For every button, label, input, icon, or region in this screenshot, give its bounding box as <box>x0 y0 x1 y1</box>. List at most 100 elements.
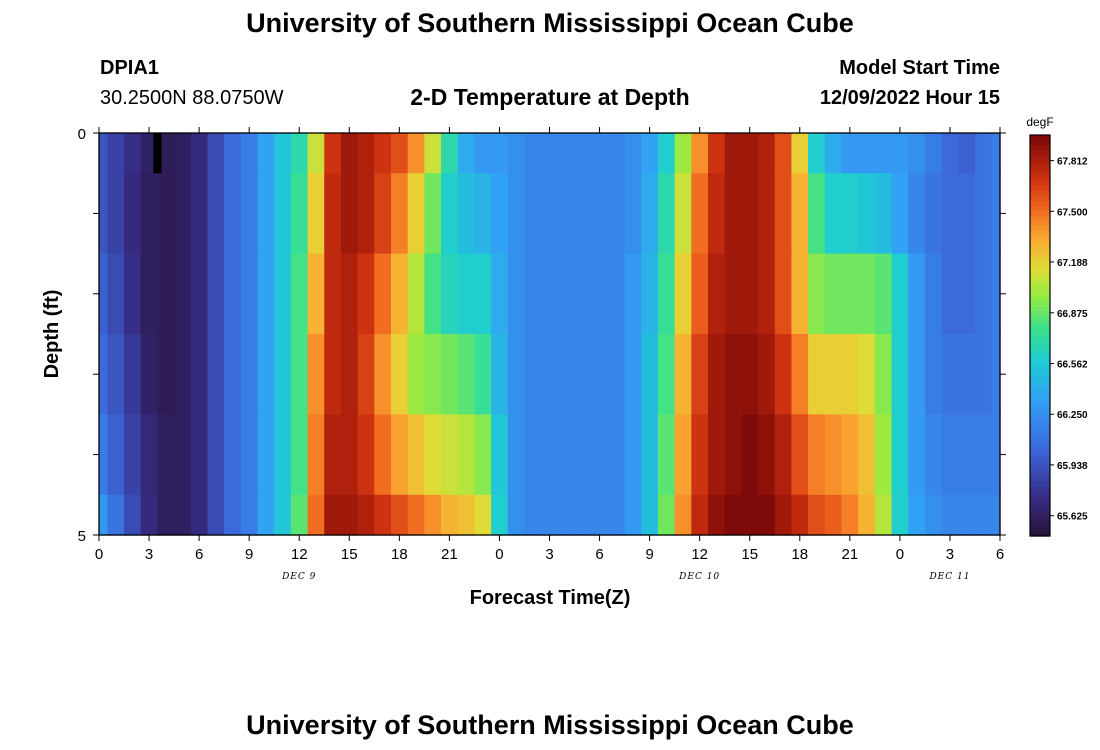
heatmap-cells <box>99 133 1001 536</box>
heatmap-cell <box>541 334 559 415</box>
colorbar-segment <box>1030 505 1050 512</box>
heatmap-cell <box>924 133 943 174</box>
heatmap-cell <box>874 173 893 255</box>
heatmap-cell <box>274 253 292 335</box>
heatmap-cell <box>991 173 1001 255</box>
colorbar-segment <box>1030 225 1050 231</box>
colorbar-segment <box>1030 265 1050 271</box>
heatmap-cell <box>507 173 526 255</box>
colorbar-segment <box>1030 155 1050 161</box>
heatmap-cell <box>724 494 742 536</box>
colorbar-segment <box>1030 170 1050 176</box>
colorbar-segment <box>1030 255 1050 261</box>
colorbar-segment <box>1030 240 1050 246</box>
heatmap-cell <box>674 414 692 496</box>
x-tick-label: 15 <box>341 546 358 563</box>
heatmap-cell <box>891 173 909 255</box>
heatmap-cell <box>841 494 859 536</box>
x-tick-label: 12 <box>691 546 708 563</box>
heatmap-cell <box>657 133 676 174</box>
heatmap-cell <box>858 414 876 496</box>
colorbar-segment <box>1030 445 1050 452</box>
heatmap-cell <box>157 334 175 415</box>
heatmap-cell <box>858 133 876 174</box>
heatmap-cell <box>974 334 993 415</box>
heatmap-cell <box>207 173 225 255</box>
colorbar-segment <box>1030 310 1050 317</box>
heatmap-cell <box>824 414 843 496</box>
heatmap-cell <box>224 133 242 174</box>
heatmap-cell <box>858 173 876 255</box>
heatmap-cell <box>841 173 859 255</box>
heatmap-cell <box>457 334 476 415</box>
colorbar-segment <box>1030 430 1050 437</box>
colorbar-segment <box>1030 355 1050 362</box>
heatmap-cell <box>541 133 559 174</box>
heatmap-cell <box>507 494 526 536</box>
colorbar-segment <box>1030 390 1050 397</box>
heatmap-cell <box>424 253 442 335</box>
station-coordinates: 30.2500N 88.0750W <box>100 87 284 109</box>
heatmap-cell <box>424 494 442 536</box>
heatmap-cell <box>591 253 609 335</box>
heatmap-cell <box>874 494 893 536</box>
heatmap-cell <box>958 334 976 415</box>
colorbar-segment <box>1030 395 1050 402</box>
heatmap-cell <box>491 414 509 496</box>
heatmap-cell <box>357 253 375 335</box>
heatmap-cell <box>574 414 592 496</box>
heatmap-cell <box>657 173 676 255</box>
colorbar-segment <box>1030 145 1050 151</box>
heatmap-cell <box>808 494 826 536</box>
heatmap-cell <box>340 253 359 335</box>
heatmap-cell <box>858 253 876 335</box>
heatmap-cell <box>357 414 375 496</box>
heatmap-cell <box>474 253 492 335</box>
x-axis: 0 3 6 9 12 15 18 21 0 3 6 9 12 15 18 21 0 3 6 DEC 9 DEC 10 DE… <box>95 127 1004 582</box>
heatmap-cell <box>574 494 592 536</box>
colorbar-segment <box>1030 205 1050 211</box>
heatmap-cell <box>624 334 642 415</box>
heatmap-cell <box>941 133 959 174</box>
heatmap-cell <box>257 133 275 174</box>
heatmap-cell <box>557 414 576 496</box>
heatmap-cell <box>190 414 209 496</box>
colorbar-segment <box>1030 135 1050 141</box>
heatmap-cell <box>641 173 659 255</box>
heatmap-cell <box>474 334 492 415</box>
colorbar-segment <box>1030 340 1050 347</box>
heatmap-cell <box>691 334 709 415</box>
heatmap-cell <box>174 414 192 496</box>
heatmap-cell <box>491 173 509 255</box>
colorbar-tick-label: 66.562 <box>1057 360 1088 371</box>
heatmap-cell <box>524 414 542 496</box>
colorbar-segment <box>1030 375 1050 382</box>
heatmap-cell <box>607 414 626 496</box>
colorbar-segment <box>1030 500 1050 507</box>
heatmap-cell <box>641 414 659 496</box>
heatmap-cell <box>390 414 409 496</box>
heatmap-cell <box>741 173 759 255</box>
colorbar-segment <box>1030 330 1050 337</box>
heatmap-cell <box>657 253 676 335</box>
page-title: University of Southern Mississippi Ocean… <box>246 8 854 38</box>
heatmap-cell <box>274 494 292 536</box>
heatmap-cell <box>557 173 576 255</box>
heatmap-cell <box>307 133 325 174</box>
heatmap-cell <box>691 414 709 496</box>
heatmap-cell <box>190 173 209 255</box>
x-date-label: DEC 10 <box>678 572 720 582</box>
heatmap-cell <box>441 414 459 496</box>
heatmap-cell <box>507 334 526 415</box>
heatmap-cell <box>724 133 742 174</box>
heatmap-cell <box>174 133 192 174</box>
colorbar-segment <box>1030 250 1050 256</box>
heatmap-cell <box>240 494 259 536</box>
heatmap-cell <box>908 494 926 536</box>
heatmap-cell <box>557 133 576 174</box>
heatmap-cell <box>374 334 392 415</box>
heatmap-cell <box>107 133 125 174</box>
heatmap-cell <box>124 173 142 255</box>
heatmap-cell <box>674 253 692 335</box>
heatmap-cell <box>741 334 759 415</box>
